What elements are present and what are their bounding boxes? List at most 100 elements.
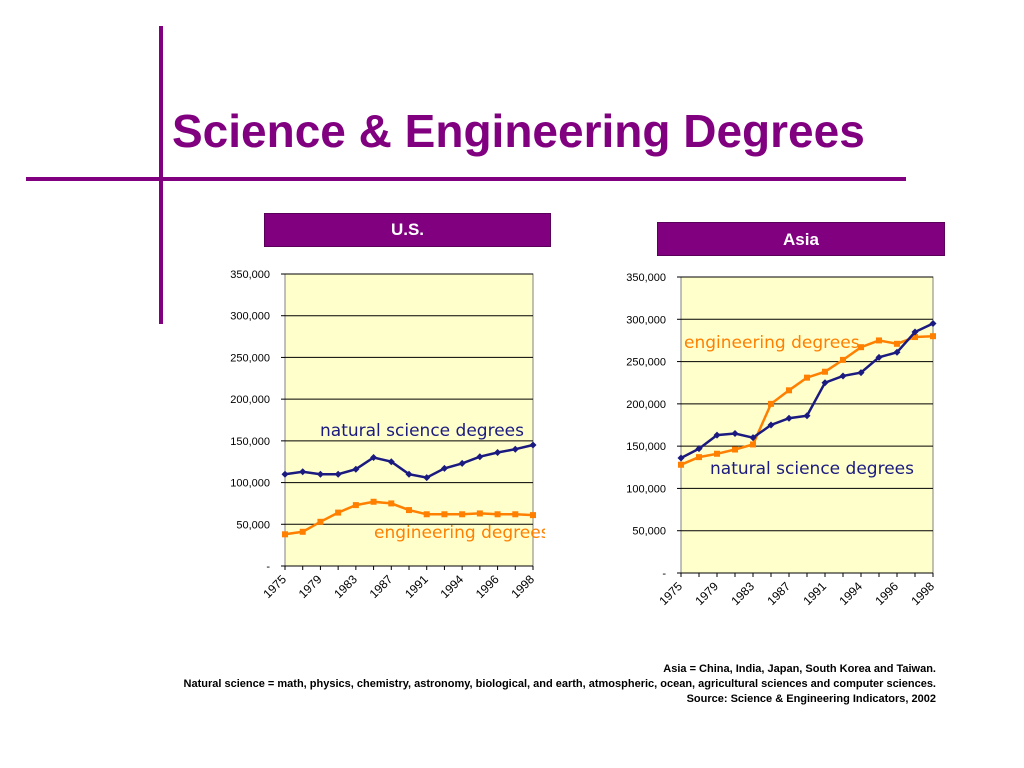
- x-tick-label: 1987: [764, 579, 793, 608]
- data-point-natural-science-degrees: [511, 445, 519, 453]
- data-point-engineering-degrees: [840, 356, 846, 363]
- data-point-engineering-degrees: [858, 344, 864, 351]
- data-point-engineering-degrees: [299, 528, 306, 535]
- x-tick-label: 1996: [872, 579, 901, 608]
- data-point-natural-science-degrees: [316, 470, 324, 478]
- series-label-engineering-degrees: engineering degrees: [374, 523, 545, 543]
- data-point-engineering-degrees: [494, 511, 501, 518]
- data-point-engineering-degrees: [335, 509, 342, 516]
- data-point-natural-science-degrees: [370, 454, 378, 462]
- y-tick-label: 200,000: [626, 399, 666, 411]
- x-tick-label: 1991: [402, 572, 431, 601]
- slide-title: Science & Engineering Degrees: [172, 105, 865, 157]
- y-tick-label: 200,000: [230, 394, 270, 406]
- x-tick-label: 1983: [728, 579, 757, 608]
- series-label-natural-science-degrees: natural science degrees: [320, 421, 524, 441]
- x-tick-label: 1996: [473, 572, 502, 601]
- data-point-natural-science-degrees: [731, 429, 739, 437]
- data-point-engineering-degrees: [876, 337, 882, 344]
- data-point-natural-science-degrees: [405, 470, 413, 478]
- asia-panel-label: Asia: [657, 222, 945, 256]
- data-point-natural-science-degrees: [821, 379, 829, 387]
- x-tick-label: 1979: [692, 579, 721, 608]
- data-point-natural-science-degrees: [911, 328, 919, 336]
- data-point-natural-science-degrees: [476, 453, 484, 461]
- x-tick-label: 1979: [296, 572, 325, 601]
- y-tick-label: 250,000: [230, 352, 270, 364]
- y-tick-label: 300,000: [230, 311, 270, 323]
- data-point-natural-science-degrees: [387, 458, 395, 466]
- data-point-engineering-degrees: [696, 454, 702, 461]
- y-tick-label: -: [266, 561, 270, 573]
- data-point-natural-science-degrees: [767, 421, 775, 429]
- data-point-natural-science-degrees: [458, 459, 466, 467]
- data-point-natural-science-degrees: [857, 369, 865, 377]
- y-tick-label: 350,000: [230, 269, 270, 281]
- x-tick-label: 1987: [367, 572, 396, 601]
- series-label-natural-science-degrees: natural science degrees: [710, 459, 914, 479]
- data-point-engineering-degrees: [459, 511, 466, 518]
- y-tick-label: 50,000: [632, 526, 666, 538]
- data-point-engineering-degrees: [423, 511, 430, 518]
- y-tick-label: 100,000: [626, 483, 666, 495]
- y-tick-label: 300,000: [626, 314, 666, 326]
- data-point-engineering-degrees: [406, 507, 412, 514]
- data-point-engineering-degrees: [822, 368, 828, 375]
- data-point-natural-science-degrees: [440, 464, 448, 472]
- x-tick-label: 1994: [836, 579, 865, 608]
- x-tick-label: 1975: [260, 572, 289, 601]
- y-tick-label: 150,000: [230, 436, 270, 448]
- data-point-engineering-degrees: [370, 498, 377, 505]
- data-point-engineering-degrees: [894, 340, 900, 347]
- data-point-natural-science-degrees: [529, 441, 537, 449]
- us-degrees-chart: - 50,000 100,000 150,000 200,000 250,000 300,0…: [230, 269, 545, 601]
- data-point-engineering-degrees: [768, 400, 774, 407]
- data-point-engineering-degrees: [352, 502, 359, 509]
- data-point-engineering-degrees: [786, 387, 792, 394]
- y-tick-label: 50,000: [236, 519, 270, 531]
- data-point-natural-science-degrees: [352, 465, 360, 473]
- data-point-natural-science-degrees: [677, 454, 685, 462]
- x-tick-label: 1991: [800, 579, 829, 608]
- footnote-natural-science-definition: Natural science = math, physics, chemist…: [183, 678, 936, 690]
- y-tick-label: -: [662, 568, 666, 580]
- data-point-engineering-degrees: [282, 531, 288, 538]
- series-label-engineering-degrees: engineering degrees: [684, 333, 860, 353]
- x-tick-label: 1994: [437, 572, 466, 601]
- asia-degrees-chart: - 50,000 100,000 150,000 200,000 250,000 300,0…: [626, 272, 937, 608]
- data-point-engineering-degrees: [476, 510, 483, 517]
- data-point-engineering-degrees: [388, 500, 395, 507]
- data-point-natural-science-degrees: [893, 348, 901, 356]
- y-tick-label: 100,000: [230, 478, 270, 490]
- footnote-asia-definition: Asia = China, India, Japan, South Korea …: [663, 663, 936, 675]
- data-point-natural-science-degrees: [713, 431, 721, 439]
- data-point-natural-science-degrees: [839, 372, 847, 380]
- data-point-natural-science-degrees: [334, 470, 342, 478]
- data-point-natural-science-degrees: [281, 470, 289, 478]
- data-point-engineering-degrees: [317, 518, 324, 525]
- data-point-engineering-degrees: [732, 446, 738, 453]
- data-point-engineering-degrees: [512, 511, 519, 518]
- data-point-natural-science-degrees: [803, 412, 811, 420]
- x-tick-label: 1983: [331, 572, 360, 601]
- x-tick-label: 1998: [508, 572, 537, 601]
- vertical-accent-line: [159, 26, 163, 324]
- data-point-natural-science-degrees: [695, 445, 703, 453]
- y-tick-label: 150,000: [626, 441, 666, 453]
- data-point-natural-science-degrees: [749, 434, 757, 442]
- data-point-natural-science-degrees: [494, 449, 502, 457]
- data-point-natural-science-degrees: [929, 320, 937, 328]
- data-point-engineering-degrees: [912, 334, 918, 341]
- us-panel-label: U.S.: [264, 213, 551, 247]
- data-point-engineering-degrees: [804, 374, 810, 381]
- data-point-engineering-degrees: [678, 461, 684, 468]
- plot-area: [680, 276, 934, 574]
- y-tick-label: 250,000: [626, 357, 666, 369]
- x-tick-label: 1998: [908, 579, 937, 608]
- data-point-engineering-degrees: [530, 512, 536, 519]
- data-point-natural-science-degrees: [299, 468, 307, 476]
- horizontal-accent-line: [26, 177, 906, 181]
- data-point-natural-science-degrees: [875, 353, 883, 361]
- x-tick-label: 1975: [656, 579, 685, 608]
- footnotes: Asia = China, India, Japan, South Korea …: [184, 662, 936, 707]
